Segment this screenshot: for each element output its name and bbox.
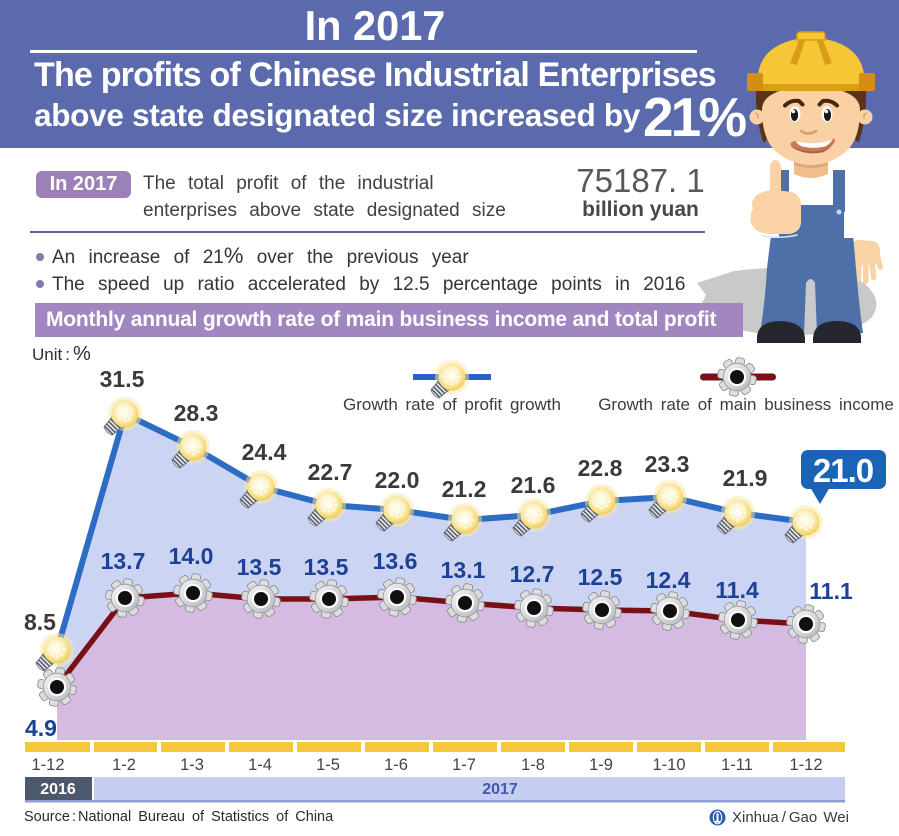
svg-text:12.4: 12.4 bbox=[646, 567, 691, 593]
svg-text:1-7: 1-7 bbox=[452, 756, 476, 774]
svg-text:1-3: 1-3 bbox=[180, 756, 204, 774]
svg-text:21.0: 21.0 bbox=[813, 452, 873, 489]
svg-text:4.9: 4.9 bbox=[25, 715, 57, 741]
svg-text:21.2: 21.2 bbox=[442, 476, 487, 502]
svg-text:12.7: 12.7 bbox=[510, 561, 555, 587]
svg-text:8.5: 8.5 bbox=[24, 609, 56, 635]
svg-text:1-12: 1-12 bbox=[789, 756, 822, 774]
svg-text:Growth rate of main business i: Growth rate of main business income bbox=[598, 395, 894, 414]
svg-text:11.4: 11.4 bbox=[715, 577, 759, 603]
svg-text:11.1: 11.1 bbox=[809, 578, 853, 604]
svg-text:14.0: 14.0 bbox=[169, 543, 214, 569]
svg-text:23.3: 23.3 bbox=[645, 451, 690, 477]
svg-text:1-10: 1-10 bbox=[652, 756, 685, 774]
svg-text:1-9: 1-9 bbox=[589, 756, 613, 774]
svg-text:1-12: 1-12 bbox=[31, 756, 64, 774]
svg-text:2017: 2017 bbox=[482, 781, 518, 798]
svg-text:21.6: 21.6 bbox=[511, 472, 556, 498]
svg-text:1-5: 1-5 bbox=[316, 756, 340, 774]
svg-text:13.5: 13.5 bbox=[304, 554, 349, 580]
svg-text:1-4: 1-4 bbox=[248, 756, 272, 774]
svg-text:13.7: 13.7 bbox=[101, 548, 146, 574]
svg-text:31.5: 31.5 bbox=[100, 366, 145, 392]
svg-text:1-8: 1-8 bbox=[521, 756, 545, 774]
svg-text:1-2: 1-2 bbox=[112, 756, 136, 774]
svg-text:21.9: 21.9 bbox=[723, 465, 768, 491]
svg-text:13.6: 13.6 bbox=[373, 548, 418, 574]
svg-text:24.4: 24.4 bbox=[242, 439, 287, 465]
svg-text:22.8: 22.8 bbox=[578, 455, 623, 481]
svg-text:12.5: 12.5 bbox=[578, 564, 623, 590]
svg-text:22.7: 22.7 bbox=[308, 459, 353, 485]
svg-text:22.0: 22.0 bbox=[375, 467, 420, 493]
svg-text:28.3: 28.3 bbox=[174, 400, 219, 426]
svg-text:Growth rate of profit growth: Growth rate of profit growth bbox=[343, 395, 561, 414]
svg-text:13.5: 13.5 bbox=[237, 554, 282, 580]
svg-text:1-11: 1-11 bbox=[721, 756, 753, 774]
svg-text:13.1: 13.1 bbox=[441, 557, 486, 583]
svg-text:1-6: 1-6 bbox=[384, 756, 408, 774]
svg-text:2016: 2016 bbox=[40, 781, 76, 798]
